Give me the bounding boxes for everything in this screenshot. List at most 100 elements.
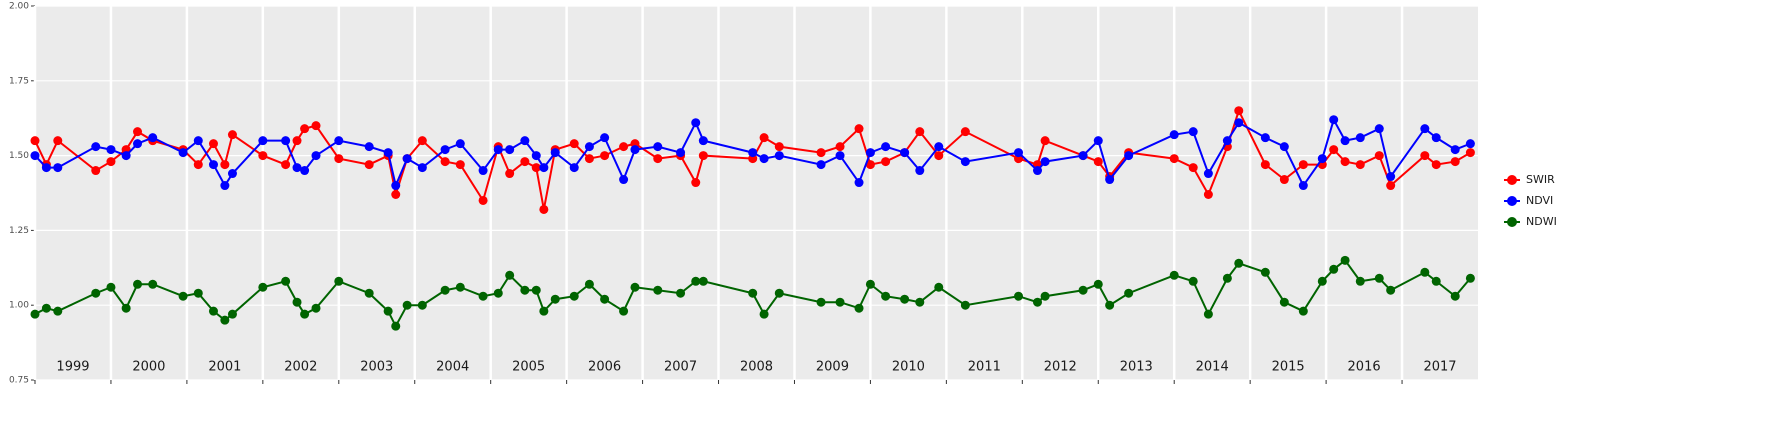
data-point — [1040, 136, 1050, 146]
data-point — [630, 145, 640, 155]
data-point — [539, 306, 549, 316]
y-tick-label: 1.25 — [9, 226, 29, 236]
data-point — [440, 157, 450, 167]
data-point — [1260, 133, 1270, 143]
data-point — [1329, 264, 1339, 274]
data-point — [1450, 145, 1460, 155]
data-point — [193, 160, 203, 170]
x-tick-label: 2013 — [1120, 360, 1153, 375]
data-point — [281, 136, 291, 146]
data-point — [1040, 291, 1050, 301]
data-point — [759, 154, 769, 164]
data-point — [759, 133, 769, 143]
data-point — [691, 276, 701, 286]
data-point — [148, 133, 158, 143]
data-point — [227, 130, 237, 140]
data-point — [440, 285, 450, 295]
data-point — [53, 136, 63, 146]
x-tick-label: 1999 — [56, 360, 89, 375]
data-point — [835, 297, 845, 307]
data-point — [531, 163, 541, 173]
data-point — [1465, 148, 1475, 158]
data-point — [1203, 169, 1213, 179]
data-point — [292, 297, 302, 307]
data-point — [550, 148, 560, 158]
data-point — [854, 178, 864, 188]
data-point — [1222, 136, 1232, 146]
data-point — [53, 306, 63, 316]
plot-background — [35, 6, 1478, 380]
data-point — [258, 136, 268, 146]
data-point — [600, 294, 610, 304]
data-point — [1203, 309, 1213, 319]
data-point — [364, 160, 374, 170]
data-point — [1279, 142, 1289, 152]
data-point — [300, 124, 310, 134]
data-point — [292, 136, 302, 146]
data-point — [30, 136, 40, 146]
data-point — [478, 166, 488, 176]
data-point — [1234, 106, 1244, 116]
data-point — [1340, 255, 1350, 265]
data-point — [1340, 157, 1350, 167]
data-point — [334, 276, 344, 286]
data-point — [520, 157, 530, 167]
data-point — [774, 151, 784, 161]
x-tick-label: 2015 — [1272, 360, 1305, 375]
data-point — [281, 160, 291, 170]
data-point — [1340, 136, 1350, 146]
data-point — [774, 142, 784, 152]
legend-marker — [1507, 217, 1517, 227]
data-point — [531, 285, 541, 295]
x-tick-label: 2002 — [284, 360, 317, 375]
x-tick-label: 2007 — [664, 360, 697, 375]
data-point — [1169, 130, 1179, 140]
data-point — [1279, 297, 1289, 307]
data-point — [835, 151, 845, 161]
data-point — [569, 163, 579, 173]
data-point — [569, 139, 579, 149]
data-point — [220, 160, 230, 170]
data-point — [1188, 127, 1198, 137]
data-point — [1465, 139, 1475, 149]
data-point — [1124, 151, 1134, 161]
data-point — [334, 154, 344, 164]
data-point — [934, 151, 944, 161]
data-point — [417, 300, 427, 310]
data-point — [505, 169, 515, 179]
data-point — [30, 309, 40, 319]
data-point — [311, 151, 321, 161]
data-point — [816, 148, 826, 158]
data-point — [1040, 157, 1050, 167]
data-point — [121, 303, 131, 313]
data-point — [505, 145, 515, 155]
data-point — [91, 166, 101, 176]
data-point — [391, 321, 401, 331]
y-tick-label: 1.00 — [9, 301, 29, 311]
data-point — [41, 163, 51, 173]
data-point — [1450, 291, 1460, 301]
data-point — [854, 303, 864, 313]
data-point — [292, 163, 302, 173]
x-tick-label: 2003 — [360, 360, 393, 375]
data-point — [478, 291, 488, 301]
data-point — [1298, 160, 1308, 170]
x-tick-label: 2001 — [208, 360, 241, 375]
data-point — [759, 309, 769, 319]
data-point — [300, 309, 310, 319]
data-point — [1329, 145, 1339, 155]
data-point — [227, 309, 237, 319]
data-point — [881, 157, 891, 167]
data-point — [748, 148, 758, 158]
data-point — [1260, 160, 1270, 170]
data-point — [1093, 136, 1103, 146]
data-point — [91, 288, 101, 298]
data-point — [1234, 118, 1244, 128]
data-point — [133, 279, 143, 289]
data-point — [1188, 276, 1198, 286]
data-point — [1222, 273, 1232, 283]
data-point — [1298, 306, 1308, 316]
data-point — [960, 157, 970, 167]
data-point — [653, 142, 663, 152]
data-point — [520, 285, 530, 295]
